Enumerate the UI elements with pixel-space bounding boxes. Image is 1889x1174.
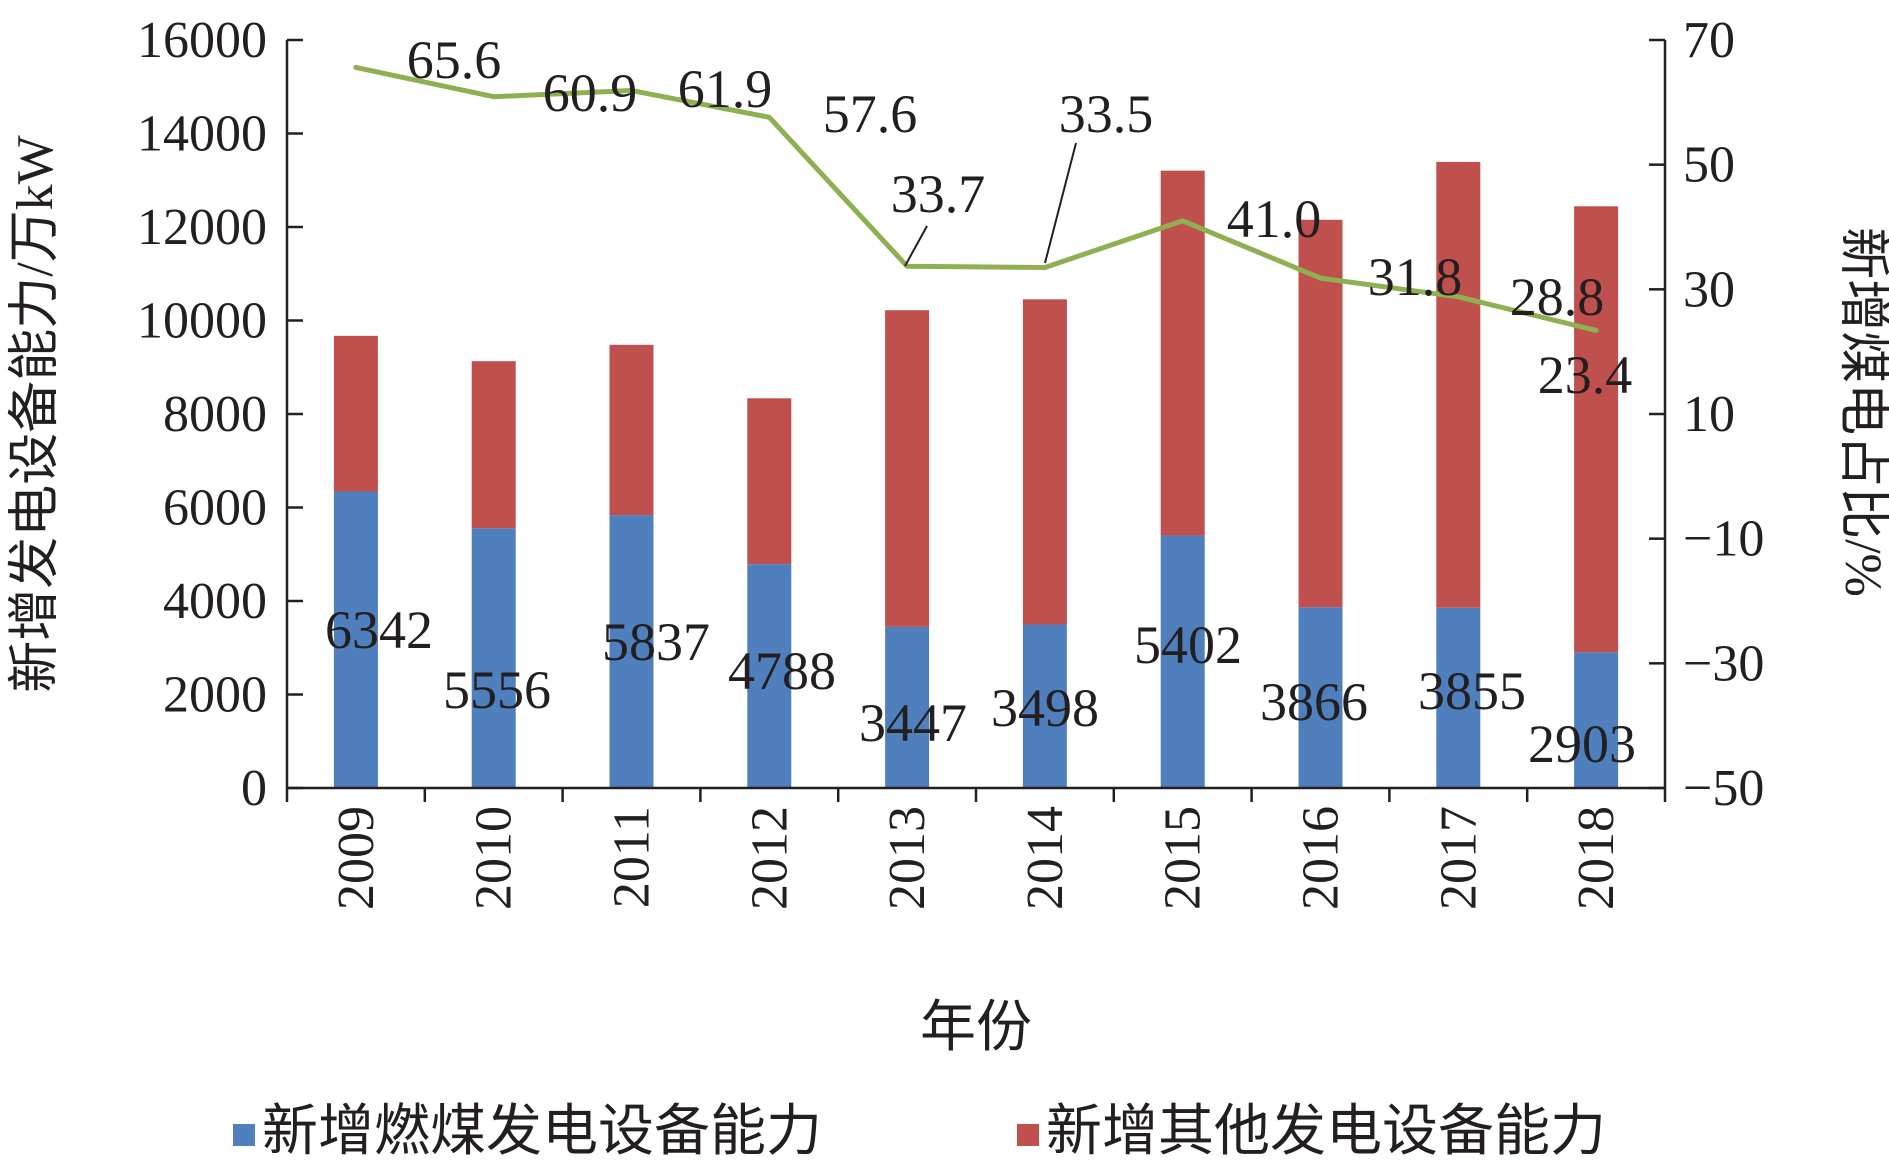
y-tick-label: 8000 [163,386,267,443]
legend-item-other-swatch [1017,1124,1039,1146]
bar-label-2011: 5837 [602,612,710,672]
bar-label-2016: 3866 [1260,672,1368,732]
y2-tick-label: 70 [1683,12,1735,69]
x-tick-label-2011: 2011 [604,806,661,908]
legend: 新增燃煤发电设备能力 新增其他发电设备能力 [233,1101,1606,1163]
legend-item-coal-swatch [233,1124,255,1146]
bar-other-2011 [609,344,654,516]
bar-other-2016 [1298,219,1343,608]
y2-tick-label: −50 [1683,760,1764,817]
bar-coal-2018 [1574,652,1619,788]
x-tick-label-2015: 2015 [1155,806,1212,910]
bar-coal-2014 [1022,624,1067,788]
bar-coal-2010 [471,528,516,788]
bar-label-2014: 3498 [991,678,1099,738]
x-tick-label-2018: 2018 [1568,806,1625,910]
bar-other-2014 [1022,299,1067,625]
x-tick-label-2017: 2017 [1430,806,1487,910]
bar-label-2018: 2903 [1528,714,1636,774]
y2-tick-label: 10 [1683,386,1735,443]
bar-other-2018 [1574,206,1619,653]
axes-layer: 0 2000 4000 6000 8000 10000 12000 14000 16000 −50… [7,12,1889,1059]
line-label-2009: 65.6 [407,30,502,90]
bar-other-2010 [471,361,516,529]
bar-label-2017: 3855 [1418,661,1526,721]
bar-coal-2009 [333,491,378,788]
bar-other-2015 [1160,170,1205,536]
x-tick-label-2013: 2013 [879,806,936,910]
line-label-2018: 23.4 [1538,345,1633,405]
line-label-2010: 60.9 [543,63,638,123]
bar-coal-2015 [1160,535,1205,788]
x-tick-label-2009: 2009 [328,806,385,910]
bar-coal-2011 [609,515,654,788]
y2-axis-title: 新增煤电占比/% [1834,227,1889,597]
y-tick-label: 12000 [137,199,267,256]
y-tick-label: 2000 [163,667,267,724]
legend-item-coal-label: 新增燃煤发电设备能力 [262,1101,822,1163]
bar-label-2015: 5402 [1134,615,1242,675]
y2-tick-label: 30 [1683,261,1735,318]
line-label-2011: 61.9 [678,59,773,119]
x-axis-title: 年份 [920,997,1032,1059]
bar-label-2010: 5556 [443,660,551,720]
bar-other-2009 [333,335,378,492]
leader-line-2014 [1044,142,1077,264]
bar-coal-2017 [1436,607,1481,788]
bar-coal-2013 [885,626,930,788]
line-label-2015: 41.0 [1227,189,1322,249]
x-tick-label-2012: 2012 [741,806,798,910]
y2-tick-label: −10 [1683,511,1764,568]
bar-other-2012 [747,398,792,565]
line-label-2012: 57.6 [823,84,918,144]
leader-line-2013 [904,225,928,267]
y-tick-label: 16000 [137,12,267,69]
y-tick-label: 0 [241,760,267,817]
bar-coal-2016 [1298,607,1343,788]
bar-other-2013 [885,310,930,627]
bar-label-2013: 3447 [859,693,967,753]
x-tick-label-2016: 2016 [1293,806,1350,910]
bar-coal-2012 [747,564,792,788]
bar-label-2012: 4788 [728,641,836,701]
legend-item-other-label: 新增其他发电设备能力 [1046,1101,1606,1163]
bars-layer [333,161,1619,788]
y-tick-label: 10000 [137,293,267,350]
x-tick-label-2014: 2014 [1017,806,1074,910]
bar-label-2009: 6342 [325,600,433,660]
line-layer [353,64,1599,333]
y-tick-label: 4000 [163,573,267,630]
bar-other-2017 [1436,161,1481,608]
y-tick-label: 6000 [163,480,267,537]
y2-tick-label: 50 [1683,137,1735,194]
y2-tick-label: −30 [1683,635,1764,692]
y-tick-label: 14000 [137,106,267,163]
x-tick-label-2010: 2010 [466,806,523,910]
line-coal-share [353,64,1599,333]
line-label-2016: 31.8 [1368,247,1463,307]
line-label-2017: 28.8 [1510,267,1605,327]
line-label-2013: 33.7 [891,164,986,224]
line-label-2014: 33.5 [1059,84,1154,144]
y-axis-title: 新增发电设备能力/万kW [7,135,64,693]
